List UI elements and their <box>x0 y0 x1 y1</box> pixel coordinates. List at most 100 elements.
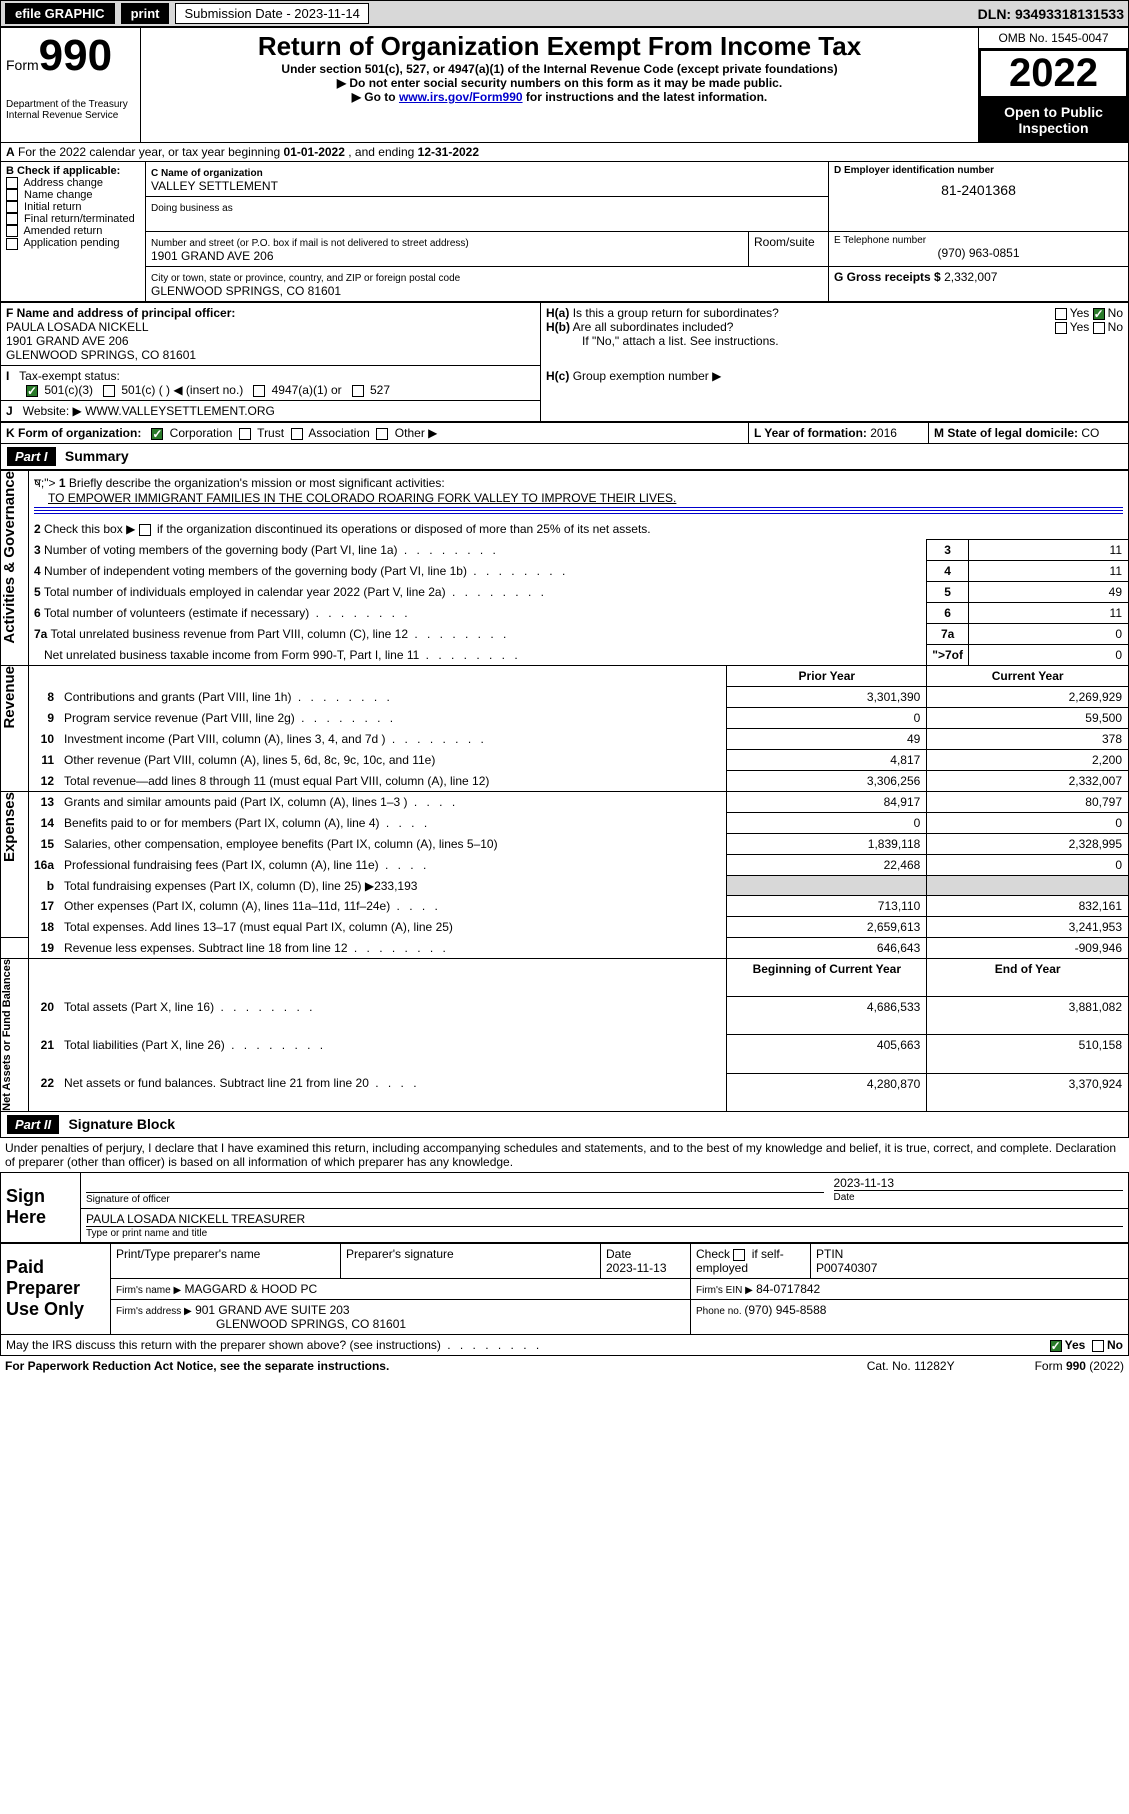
summary-table: Activities & Governance ष;"> 1 Briefly d… <box>0 470 1129 1112</box>
l17p: 713,110 <box>727 896 927 917</box>
omb-number: OMB No. 1545-0047 <box>979 28 1129 49</box>
eoy-header: End of Year <box>927 959 1129 997</box>
l21c: 510,158 <box>927 1035 1129 1073</box>
l19p: 646,643 <box>727 938 927 959</box>
d-label: D Employer identification number <box>834 165 1123 176</box>
firm-name: MAGGARD & HOOD PC <box>185 1282 318 1296</box>
submission-date: Submission Date - 2023-11-14 <box>175 3 368 24</box>
ha-label: Is this a group return for subordinates? <box>573 306 779 320</box>
line18-label: Total expenses. Add lines 13–17 (must eq… <box>64 920 453 934</box>
tax-status-3: 527 <box>352 383 400 397</box>
l13p: 84,917 <box>727 792 927 813</box>
boy-header: Beginning of Current Year <box>727 959 927 997</box>
type-name-label: Type or print name and title <box>86 1226 1123 1239</box>
check-amended-return: Amended return <box>6 225 140 237</box>
line6-label: Total number of volunteers (estimate if … <box>44 606 411 620</box>
line16a-label: Professional fundraising fees (Part IX, … <box>64 858 429 872</box>
l18p: 2,659,613 <box>727 917 927 938</box>
open-public: Open to Public Inspection <box>979 98 1128 142</box>
f-label: F Name and address of principal officer: <box>6 306 235 320</box>
ptin: P00740307 <box>816 1261 877 1275</box>
check-initial-return: Initial return <box>6 201 140 213</box>
check-final-return-terminated: Final return/terminated <box>6 213 140 225</box>
l9c: 59,500 <box>927 708 1129 729</box>
line-a: A For the 2022 calendar year, or tax yea… <box>0 143 1129 161</box>
line14-label: Benefits paid to or for members (Part IX… <box>64 816 430 830</box>
line2-checkbox[interactable] <box>139 524 151 536</box>
prior-year-header: Prior Year <box>727 666 927 687</box>
mission-text: TO EMPOWER IMMIGRANT FAMILIES IN THE COL… <box>48 491 676 505</box>
dln: DLN: 93493318131533 <box>978 6 1124 22</box>
hb-label: Are all subordinates included? <box>573 320 734 334</box>
l9p: 0 <box>727 708 927 729</box>
may-irs-no[interactable] <box>1092 1340 1104 1352</box>
form-header-table: Form990 Department of the Treasury Inter… <box>0 27 1129 143</box>
sig-officer-label: Signature of officer <box>86 1192 824 1205</box>
room-label: Room/suite <box>749 232 829 267</box>
officer-block: F Name and address of principal officer:… <box>0 302 1129 422</box>
may-irs-yes[interactable] <box>1050 1340 1062 1352</box>
print-button[interactable]: print <box>121 3 170 24</box>
ha-yes[interactable] <box>1055 308 1067 320</box>
check-name-change: Name change <box>6 189 140 201</box>
c-name-label: C Name of organization <box>151 168 263 179</box>
section-exp: Expenses <box>1 792 18 862</box>
line5-value: 49 <box>969 582 1129 603</box>
form-number: 990 <box>39 31 112 80</box>
l8c: 2,269,929 <box>927 687 1129 708</box>
check-applicable: B Check if applicable: <box>6 165 140 177</box>
officer-name: PAULA LOSADA NICKELL <box>6 320 149 334</box>
hc-label: Group exemption number ▶ <box>573 369 722 383</box>
tax-status-1: 501(c) ( ) ◀ (insert no.) <box>103 383 253 397</box>
top-bar: efile GRAPHIC print Submission Date - 20… <box>0 0 1129 27</box>
officer-street: 1901 GRAND AVE 206 <box>6 334 129 348</box>
ha-no[interactable] <box>1093 308 1105 320</box>
line13-label: Grants and similar amounts paid (Part IX… <box>64 795 458 809</box>
l-label: L Year of formation: <box>754 426 870 440</box>
city-label: City or town, state or province, country… <box>151 273 460 284</box>
gross-receipts: 2,332,007 <box>944 270 997 284</box>
org-name: VALLEY SETTLEMENT <box>151 179 278 193</box>
subtitle-3-suffix: for instructions and the latest informat… <box>523 90 768 104</box>
self-employed-checkbox[interactable] <box>733 1249 745 1261</box>
line20-label: Total assets (Part X, line 16) <box>64 1000 315 1014</box>
subtitle-2: ▶ Do not enter social security numbers o… <box>146 76 973 90</box>
current-year-header: Current Year <box>927 666 1129 687</box>
hb-no[interactable] <box>1093 322 1105 334</box>
irs-link[interactable]: www.irs.gov/Form990 <box>399 90 523 104</box>
line7a-value: 0 <box>969 624 1129 645</box>
l20c: 3,881,082 <box>927 997 1129 1035</box>
part2-header: Part II Signature Block <box>0 1112 1129 1138</box>
l15p: 1,839,118 <box>727 834 927 855</box>
l19c: -909,946 <box>927 938 1129 959</box>
entity-block: B Check if applicable: Address change Na… <box>0 161 1129 302</box>
prep-sig-label: Preparer's signature <box>341 1243 601 1278</box>
l17c: 832,161 <box>927 896 1129 917</box>
k-label: K Form of organization: <box>6 426 141 440</box>
line7b-value: 0 <box>969 645 1129 666</box>
line19-label: Revenue less expenses. Subtract line 18 … <box>64 941 449 955</box>
line5-label: Total number of individuals employed in … <box>44 585 547 599</box>
hb-yes[interactable] <box>1055 322 1067 334</box>
part1-header: Part I Summary <box>0 444 1129 470</box>
form-title: Return of Organization Exempt From Incom… <box>146 31 973 62</box>
line12-label: Total revenue—add lines 8 through 11 (mu… <box>64 774 489 788</box>
penalty-text: Under penalties of perjury, I declare th… <box>0 1138 1129 1172</box>
ein: 81-2401368 <box>834 182 1123 198</box>
website: WWW.VALLEYSETTLEMENT.ORG <box>85 404 275 418</box>
l15c: 2,328,995 <box>927 834 1129 855</box>
footer-left: For Paperwork Reduction Act Notice, see … <box>5 1359 389 1373</box>
l16ac: 0 <box>927 855 1129 876</box>
subtitle-3-prefix: ▶ Go to <box>352 90 399 104</box>
line10-label: Investment income (Part VIII, column (A)… <box>64 732 487 746</box>
street-label: Number and street (or P.O. box if mail i… <box>151 238 469 249</box>
dba-label: Doing business as <box>151 203 233 214</box>
firm-addr1: 901 GRAND AVE SUITE 203 <box>195 1303 350 1317</box>
l20p: 4,686,533 <box>727 997 927 1035</box>
line22-label: Net assets or fund balances. Subtract li… <box>64 1076 420 1090</box>
klm-block: K Form of organization: Corporation Trus… <box>0 422 1129 444</box>
org-form-1: Trust <box>232 426 284 440</box>
line7b-label: Net unrelated business taxable income fr… <box>44 648 521 662</box>
section-rev: Revenue <box>1 666 18 729</box>
efile-label: efile GRAPHIC <box>5 3 115 24</box>
